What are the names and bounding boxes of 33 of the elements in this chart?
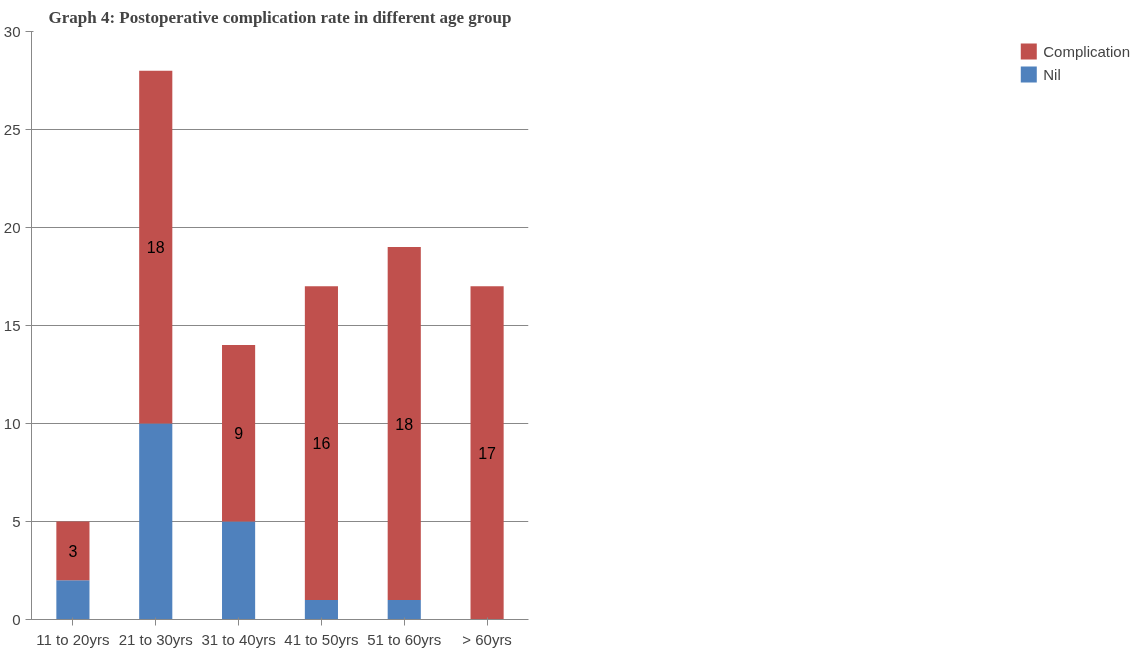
data-label: 9 bbox=[234, 425, 244, 443]
x-tick-label: 31 to 40yrs bbox=[201, 630, 276, 648]
bar bbox=[139, 423, 173, 620]
bar bbox=[222, 521, 256, 620]
legend-label: Nil bbox=[1043, 65, 1062, 83]
x-tick-label: 21 to 30yrs bbox=[118, 630, 193, 648]
bar bbox=[387, 599, 421, 620]
y-tick-label: 10 bbox=[3, 414, 21, 432]
bar bbox=[222, 345, 256, 522]
bar bbox=[56, 580, 90, 620]
bar bbox=[304, 286, 338, 600]
x-tick-label: 41 to 50yrs bbox=[284, 630, 359, 648]
data-label: 3 bbox=[68, 542, 78, 560]
legend-label: Complication bbox=[1043, 42, 1130, 60]
bar bbox=[470, 286, 504, 620]
bar bbox=[304, 599, 338, 620]
data-label: 18 bbox=[395, 415, 414, 433]
y-tick-label: 0 bbox=[12, 610, 21, 628]
x-tick-label: 51 to 60yrs bbox=[367, 630, 442, 648]
bar bbox=[387, 247, 421, 600]
data-label: 17 bbox=[478, 444, 497, 462]
x-tick-label: 11 to 20yrs bbox=[36, 630, 110, 648]
bar bbox=[139, 70, 173, 424]
bar bbox=[56, 521, 90, 581]
y-tick-label: 30 bbox=[3, 22, 21, 40]
x-tick-label: > 60yrs bbox=[462, 630, 512, 648]
data-label: 16 bbox=[312, 435, 331, 453]
y-tick-label: 15 bbox=[3, 316, 21, 334]
y-tick-label: 20 bbox=[3, 218, 21, 236]
data-label: 18 bbox=[146, 239, 165, 257]
y-tick-label: 25 bbox=[3, 120, 21, 138]
chart-title: Graph 4: Postoperative complication rate in different age group bbox=[48, 7, 512, 27]
y-tick-label: 5 bbox=[12, 512, 21, 530]
